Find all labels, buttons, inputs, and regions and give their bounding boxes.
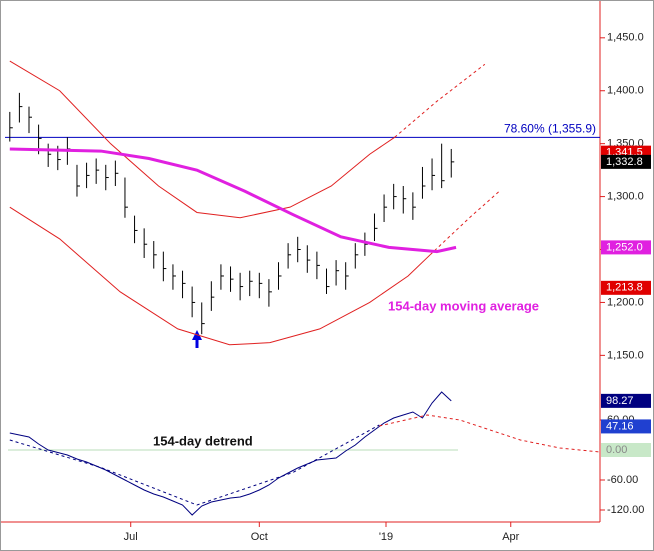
arrow bbox=[192, 330, 202, 348]
y-tick-label: 1,200.0 bbox=[607, 296, 644, 308]
value-box bbox=[601, 154, 651, 169]
value-box bbox=[601, 393, 651, 408]
value-box bbox=[601, 443, 651, 457]
value-box bbox=[601, 419, 651, 434]
value-box-label: 0.00 bbox=[606, 444, 627, 456]
lower-band bbox=[9, 206, 431, 346]
value-box-label: 98.27 bbox=[606, 395, 634, 407]
x-tick-label: Oct bbox=[251, 531, 268, 543]
value-box-label: 1,213.8 bbox=[606, 282, 643, 294]
ma-annotation: 154-day moving average bbox=[388, 298, 539, 313]
x-tick-label: '19 bbox=[379, 531, 393, 543]
detrend-line bbox=[9, 391, 452, 516]
x-tick-label: Apr bbox=[502, 531, 519, 543]
detrend-annotation: 154-day detrend bbox=[153, 433, 253, 448]
y-tick-label: -120.00 bbox=[607, 504, 644, 516]
upper-band bbox=[9, 60, 395, 219]
value-box bbox=[601, 280, 651, 295]
detrend-projection bbox=[379, 414, 601, 453]
y-tick-label: 1,450.0 bbox=[607, 32, 644, 44]
value-box-label: 1,332.8 bbox=[606, 156, 643, 168]
lower-projection bbox=[429, 190, 500, 256]
x-tick-label: Jul bbox=[124, 531, 138, 543]
moving-average bbox=[9, 147, 457, 254]
value-box-label: 1,252.0 bbox=[606, 241, 643, 253]
y-tick-label: 1,150.0 bbox=[607, 349, 644, 361]
y-tick-label: 1,300.0 bbox=[607, 190, 644, 202]
y-tick-label: 1,400.0 bbox=[607, 85, 644, 97]
retracement-label: 78.60% (1,355.9) bbox=[504, 122, 596, 136]
detrend-trend bbox=[9, 424, 380, 506]
value-box-label: 47.16 bbox=[606, 420, 634, 432]
value-box bbox=[601, 240, 651, 255]
y-tick-label: -60.00 bbox=[607, 474, 638, 486]
upper-projection bbox=[394, 63, 486, 138]
